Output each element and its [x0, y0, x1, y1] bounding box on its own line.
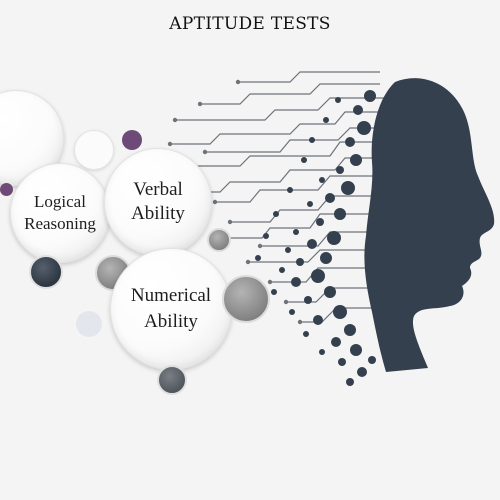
decor-dot-grey-right [207, 228, 231, 252]
logical-reasoning-label: Logical Reasoning [24, 192, 96, 233]
decor-dot-purple-small [0, 183, 13, 196]
decor-dot-purple [122, 130, 142, 150]
human-head-silhouette-icon [255, 78, 495, 386]
circuit-node-dots [167, 79, 303, 325]
decor-dot-dark [29, 255, 63, 289]
verbal-ability-label: Verbal Ability [131, 179, 185, 224]
verbal-ability-bubble: Verbal Ability [104, 148, 212, 256]
page-title: APTITUDE TESTS [169, 14, 331, 34]
decor-dot-grey-large [222, 275, 270, 323]
numerical-ability-label: Numerical Ability [130, 285, 212, 332]
numerical-ability-bubble: Numerical Ability [110, 248, 232, 370]
decor-dot-white [74, 130, 114, 170]
circuit-lines-icon [170, 71, 390, 323]
decor-dot-dark-bottom [157, 365, 187, 395]
decor-dot-pale [76, 311, 102, 337]
logical-reasoning-bubble: Logical Reasoning [10, 163, 110, 263]
